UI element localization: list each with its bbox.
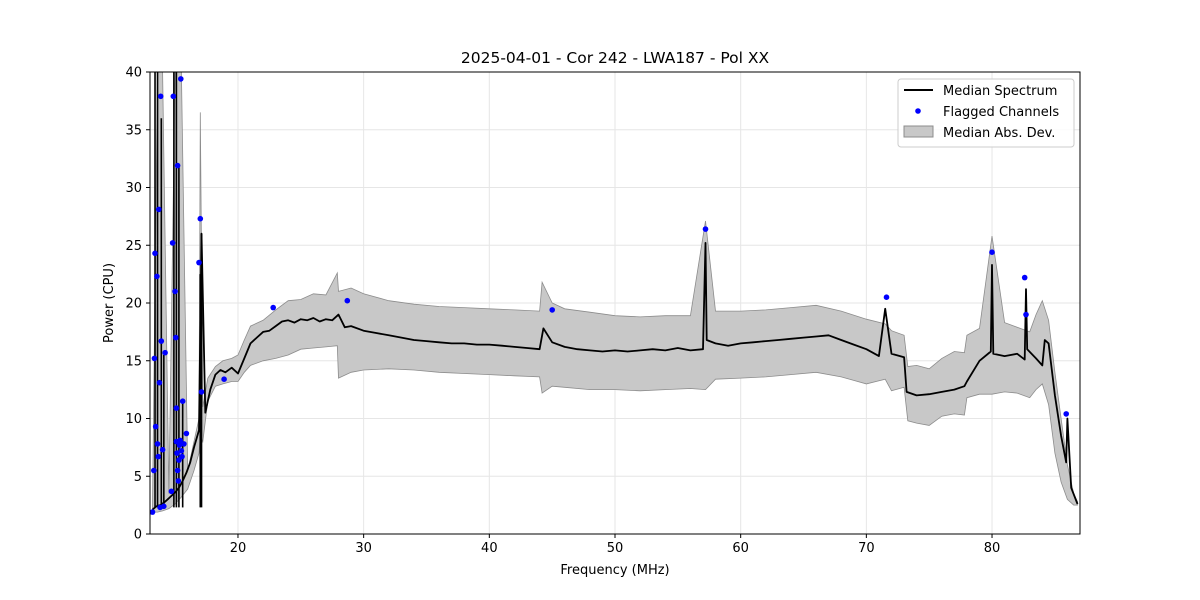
flagged-channel-point: [344, 297, 351, 304]
mad-band-area: [152, 71, 1078, 513]
flagged-channels: [149, 76, 1069, 515]
flagged-channel-point: [173, 405, 180, 411]
y-tick-label: 30: [125, 181, 142, 196]
flagged-channel-point: [989, 249, 995, 255]
flagged-channel-point: [157, 93, 164, 100]
flagged-channel-point: [149, 509, 156, 515]
flagged-channel-point: [196, 259, 202, 266]
flagged-channel-point: [221, 376, 227, 383]
flagged-channel-point: [172, 288, 178, 295]
flagged-channel-point: [183, 430, 190, 437]
legend-label-median: Median Spectrum: [943, 84, 1057, 99]
y-tick-label: 5: [134, 470, 142, 485]
y-tick-label: 20: [125, 297, 142, 312]
x-tick-label: 20: [230, 541, 247, 556]
flagged-channel-point: [198, 389, 205, 395]
flagged-channel-point: [159, 446, 166, 453]
x-axis-label: Frequency (MHz): [560, 563, 669, 578]
flagged-channel-point: [270, 304, 277, 311]
flagged-channel-point: [181, 441, 187, 447]
y-tick-label: 35: [125, 123, 142, 138]
flagged-channel-point: [1021, 274, 1028, 281]
legend-box: [897, 78, 1075, 148]
flagged-channel-point: [162, 349, 168, 356]
legend-label-mad: Median Abs. Dev.: [943, 126, 1055, 141]
legend-band-swatch: [903, 125, 934, 138]
y-axis-ticks: 0 5 10 15 20 25 30 35 40: [125, 66, 150, 543]
flagged-channel-point: [178, 76, 184, 82]
flagged-channel-point: [174, 162, 181, 169]
x-tick-label: 70: [858, 541, 875, 556]
x-tick-label: 80: [984, 541, 1001, 556]
y-axis-label: Power (CPU): [102, 263, 117, 343]
flagged-channel-point: [174, 450, 180, 456]
median-spectrum-line: [151, 232, 1079, 511]
x-tick-label: 60: [732, 541, 749, 556]
flagged-channel-point: [178, 448, 185, 454]
x-tick-label: 40: [481, 541, 498, 556]
y-tick-label: 10: [125, 412, 142, 427]
legend-label-flagged: Flagged Channels: [943, 105, 1059, 120]
flagged-channel-point: [154, 441, 161, 447]
flagged-channel-point: [197, 215, 204, 222]
flagged-channel-point: [175, 478, 182, 484]
chart-title: 2025-04-01 - Cor 242 - LWA187 - Pol XX: [461, 49, 770, 67]
flagged-channel-point: [155, 453, 161, 460]
flagged-channel-point: [158, 338, 165, 344]
y-tick-label: 0: [134, 528, 142, 543]
flagged-channel-point: [702, 226, 709, 232]
flagged-channel-point: [1063, 411, 1069, 417]
flagged-channel-point: [168, 488, 175, 495]
y-tick-label: 15: [125, 354, 142, 369]
y-tick-label: 25: [125, 239, 142, 254]
flagged-channel-point: [152, 250, 158, 257]
legend-point-swatch: [915, 108, 921, 114]
flagged-channel-point: [549, 307, 555, 313]
flagged-channel-point: [161, 503, 167, 510]
flagged-channel-point: [170, 93, 177, 100]
mad-band: [152, 71, 1078, 513]
x-tick-label: 50: [607, 541, 624, 556]
flagged-channel-point: [173, 334, 179, 341]
flagged-channel-point: [152, 423, 159, 430]
flagged-channel-point: [176, 442, 183, 448]
flagged-channel-point: [179, 398, 186, 405]
flagged-channel-point: [1023, 311, 1029, 318]
x-tick-label: 30: [355, 541, 372, 556]
flagged-channel-point: [169, 240, 176, 246]
flagged-channel-point: [156, 206, 162, 213]
flagged-channel-point: [151, 355, 158, 362]
flagged-channel-point: [179, 453, 185, 460]
y-tick-label: 40: [125, 66, 142, 81]
flagged-channel-point: [156, 379, 163, 386]
flagged-channel-point: [154, 273, 160, 280]
flagged-channel-point: [883, 294, 890, 301]
flagged-channel-point: [177, 437, 183, 444]
x-axis-ticks: 20 30 40 50 60 70 80: [230, 534, 1001, 556]
flagged-channel-point: [174, 467, 181, 474]
legend: Median Spectrum Flagged Channels Median …: [897, 78, 1075, 148]
flagged-channel-point: [151, 467, 157, 474]
